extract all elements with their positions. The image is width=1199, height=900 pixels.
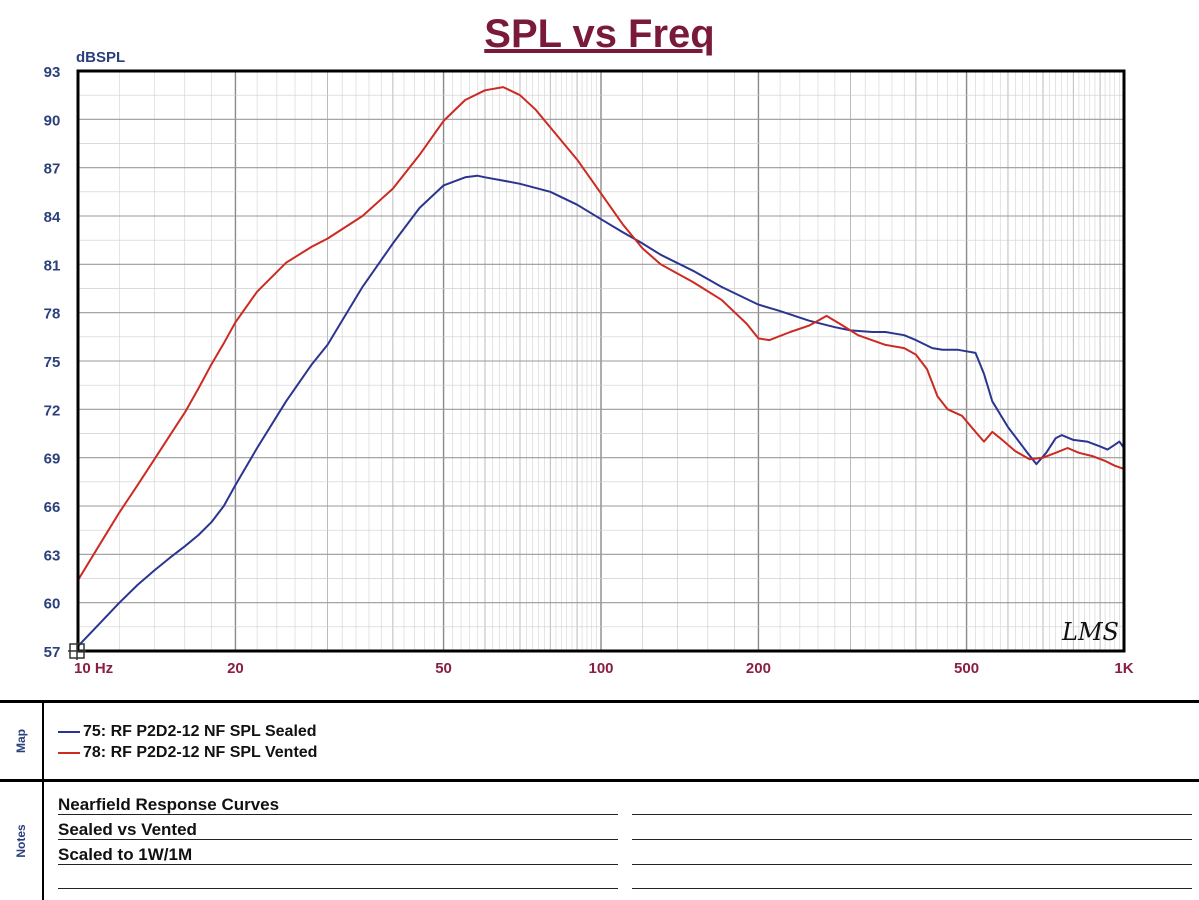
spl-chart: 93 90 87 84 81 78 75 72 69 66 63 60 57 10 Hz 20 50 100 2… (44, 49, 1134, 677)
y-tick-label: 63 (44, 547, 61, 564)
y-tick-label: 90 (44, 112, 61, 129)
y-tick-label: 84 (44, 209, 61, 226)
x-tick-label: 500 (954, 660, 979, 677)
chart-title: SPL vs Freq (484, 12, 715, 56)
y-axis-label: dBSPL (76, 49, 125, 66)
x-tick-label: 100 (588, 660, 613, 677)
legend-label-sealed: 75: RF P2D2-12 NF SPL Sealed (83, 723, 317, 740)
note-rule (632, 814, 1192, 815)
notes-label: Notes (14, 824, 28, 858)
notes-side-label: Notes (0, 782, 44, 900)
y-tick-label: 57 (44, 644, 61, 661)
legend-entry-vented[interactable]: 78: RF P2D2-12 NF SPL Vented (58, 744, 317, 762)
series-layer (77, 86, 1125, 647)
note-line-1[interactable]: Nearfield Response Curves (58, 795, 280, 814)
legend-swatch-vented (58, 752, 80, 754)
y-tick-label: 72 (44, 402, 61, 419)
note-line-2[interactable]: Sealed vs Vented (58, 820, 197, 839)
x-tick-label: 200 (746, 660, 771, 677)
notes-panel: Notes Nearfield Response Curves Sealed v… (0, 782, 1199, 900)
y-tick-label: 75 (44, 354, 61, 371)
legend-swatch-sealed (58, 731, 80, 733)
y-tick-label: 78 (44, 306, 61, 323)
note-rule (632, 888, 1192, 889)
x-tick-label: 50 (435, 660, 452, 677)
y-tick-label: 87 (44, 161, 61, 178)
legend-label-vented: 78: RF P2D2-12 NF SPL Vented (83, 744, 318, 761)
series-line-sealed (77, 174, 1125, 647)
note-rule (632, 864, 1192, 865)
series-line-vented (77, 86, 1125, 581)
note-rule (58, 888, 618, 889)
x-tick-label: 20 (227, 660, 244, 677)
map-panel: Map 75: RF P2D2-12 NF SPL Sealed 78: RF … (0, 700, 1199, 782)
y-tick-label: 60 (44, 596, 61, 613)
map-side-label: Map (0, 703, 44, 779)
y-tick-label: 81 (44, 257, 61, 274)
x-tick-label: 10 Hz (74, 660, 113, 677)
grid (78, 70, 1124, 652)
cursor-icon (68, 642, 86, 660)
y-tick-labels: 93 90 87 84 81 78 75 72 69 66 63 60 57 (44, 64, 61, 661)
legend-entry-sealed[interactable]: 75: RF P2D2-12 NF SPL Sealed (58, 723, 317, 741)
note-rule (58, 814, 618, 815)
lms-watermark: LMS (1061, 618, 1119, 646)
map-label: Map (14, 729, 28, 753)
y-tick-label: 66 (44, 499, 61, 516)
y-tick-label: 93 (44, 64, 61, 81)
note-rule (58, 864, 618, 865)
y-tick-label: 69 (44, 451, 61, 468)
x-tick-labels: 10 Hz 20 50 100 200 500 1K (74, 660, 1134, 677)
note-line-3[interactable]: Scaled to 1W/1M (58, 845, 193, 864)
x-tick-label: 1K (1114, 660, 1133, 677)
note-rule (632, 839, 1192, 840)
note-rule (58, 839, 618, 840)
plot-frame (76, 69, 1126, 653)
